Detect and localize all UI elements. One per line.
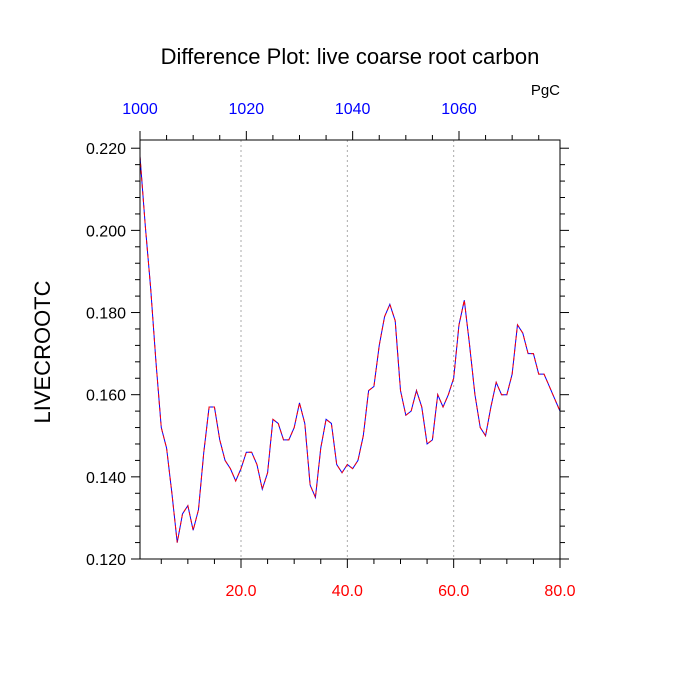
x-tick-label: 20.0	[225, 583, 256, 600]
y-axis-label: LIVECROOTC	[30, 280, 55, 423]
x-tick-label: 60.0	[438, 583, 469, 600]
chart-title: Difference Plot: live coarse root carbon	[161, 44, 540, 69]
y-tick-label: 0.180	[86, 306, 126, 323]
y-tick-label: 0.200	[86, 223, 126, 240]
series-line	[139, 156, 561, 543]
series-group	[139, 156, 561, 543]
top-tick-label: 1040	[335, 101, 371, 118]
top-tick-label: 1000	[122, 101, 158, 118]
top-tick-label: 1060	[441, 101, 477, 118]
units-label: PgC	[531, 82, 560, 99]
tick-labels: 0.120 0.140 0.160 0.180 0.200 0.220 20.0 40.0 60…	[86, 101, 576, 600]
x-tick-label: 40.0	[332, 583, 363, 600]
plot-frame	[139, 139, 561, 560]
axes	[131, 131, 569, 568]
top-tick-label: 1020	[229, 101, 265, 118]
x-tick-label: 80.0	[544, 583, 575, 600]
gridlines	[240, 140, 455, 559]
y-tick-label: 0.220	[86, 141, 126, 158]
series-line-dashed	[139, 156, 561, 543]
y-tick-label: 0.140	[86, 470, 126, 487]
y-tick-label: 0.160	[86, 388, 126, 405]
y-tick-label: 0.120	[86, 552, 126, 569]
